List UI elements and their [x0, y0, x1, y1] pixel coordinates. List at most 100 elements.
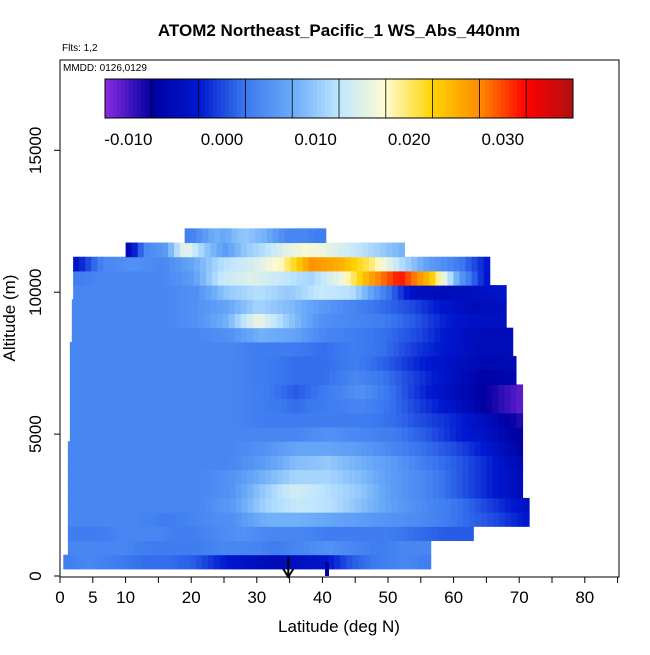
heatmap-cell	[240, 299, 248, 314]
heatmap-cell	[349, 497, 356, 513]
heatmap-cell	[190, 356, 198, 371]
colorbar-swatch	[545, 79, 550, 118]
heatmap-cell	[87, 398, 95, 414]
heatmap-cell	[217, 483, 224, 499]
heatmap-cell	[312, 526, 319, 542]
heatmap-cell	[426, 483, 434, 499]
heatmap-cell	[335, 427, 343, 442]
heatmap-cell	[192, 299, 200, 314]
heatmap-cell	[367, 497, 374, 513]
heatmap-cell	[433, 497, 440, 513]
heatmap-cell	[437, 370, 445, 385]
heatmap-cell	[433, 512, 440, 527]
colorbar-swatch	[381, 79, 386, 118]
heatmap-cell	[480, 441, 488, 456]
colorbar-swatch	[505, 79, 510, 118]
heatmap-cell	[286, 554, 293, 570]
heatmap-cell	[323, 427, 330, 442]
heatmap-cell	[231, 228, 239, 244]
heatmap-cell	[160, 427, 168, 442]
heatmap-cell	[373, 512, 380, 527]
heatmap-cell	[367, 313, 374, 329]
heatmap-cell	[362, 256, 370, 272]
heatmap-cell	[246, 526, 254, 542]
colorbar-swatch	[105, 79, 110, 118]
heatmap-cell	[211, 256, 219, 272]
heatmap-cell	[323, 356, 330, 371]
heatmap-cell	[235, 441, 242, 456]
colorbar-swatch	[417, 79, 422, 118]
heatmap-row	[69, 370, 517, 385]
heatmap-cell	[187, 256, 195, 272]
heatmap-cell	[376, 554, 384, 570]
heatmap-cell	[276, 299, 284, 314]
heatmap-cell	[177, 554, 185, 570]
heatmap-cell	[127, 270, 135, 286]
heatmap-cell	[331, 285, 339, 300]
heatmap-cell	[162, 313, 169, 329]
heatmap-cell	[313, 512, 321, 527]
heatmap-cell	[433, 313, 441, 329]
heatmap-cell	[249, 341, 256, 357]
heatmap-cell	[474, 455, 482, 471]
heatmap-cell	[175, 270, 183, 286]
heatmap-cell	[67, 455, 75, 471]
heatmap-cell	[422, 341, 430, 357]
heatmap-cell	[491, 370, 499, 385]
heatmap-cell	[307, 313, 314, 329]
heatmap-cell	[293, 398, 300, 414]
heatmap-cell	[277, 441, 284, 456]
heatmap-cell	[355, 313, 362, 329]
heatmap-cell	[220, 370, 228, 385]
heatmap-cell	[318, 526, 325, 542]
heatmap-cell	[401, 526, 409, 542]
heatmap-cell	[384, 483, 392, 499]
heatmap-cell	[337, 285, 345, 300]
heatmap-cell	[139, 256, 147, 272]
heatmap-cell	[360, 526, 367, 542]
heatmap-cell	[462, 427, 469, 442]
heatmap-cell	[366, 483, 374, 499]
heatmap-cell	[223, 455, 230, 471]
heatmap-cell	[313, 497, 321, 513]
heatmap-cell	[91, 285, 98, 300]
heatmap-cell	[211, 455, 219, 471]
heatmap-cell	[260, 270, 267, 286]
heatmap-cell	[486, 398, 493, 414]
heatmap-cell	[259, 512, 267, 527]
heatmap-cell	[441, 270, 449, 286]
heatmap-cell	[112, 384, 119, 400]
heatmap-cell	[187, 455, 195, 471]
heatmap-cell	[104, 540, 111, 556]
heatmap-cell	[337, 455, 344, 471]
heatmap-cell	[439, 512, 446, 527]
heatmap-cell	[333, 540, 341, 556]
heatmap-cell	[83, 327, 91, 343]
heatmap-cell	[100, 427, 107, 442]
heatmap-cell	[151, 455, 159, 471]
heatmap-cell	[277, 327, 284, 343]
heatmap-cell	[275, 384, 282, 400]
heatmap-cell	[421, 299, 429, 314]
heatmap-cell	[481, 497, 488, 513]
heatmap-cell	[360, 469, 368, 485]
heatmap-cell	[503, 356, 511, 371]
heatmap-cell	[205, 526, 212, 542]
heatmap-cell	[431, 412, 439, 428]
heatmap-cell	[485, 370, 493, 385]
heatmap-cell	[289, 327, 296, 343]
heatmap-cell	[120, 313, 127, 329]
heatmap-cell	[331, 483, 338, 499]
heatmap-cell	[231, 540, 238, 556]
heatmap-cell	[77, 327, 85, 343]
heatmap-cell	[216, 526, 224, 542]
colorbar-swatch	[433, 79, 438, 118]
heatmap-cell	[129, 341, 137, 357]
heatmap-cell	[427, 285, 435, 300]
heatmap-cell	[181, 455, 189, 471]
heatmap-cell	[319, 441, 326, 456]
heatmap-cell	[365, 398, 373, 414]
heatmap-cell	[319, 285, 327, 300]
heatmap-cell	[223, 285, 231, 300]
heatmap-cell	[488, 341, 496, 357]
